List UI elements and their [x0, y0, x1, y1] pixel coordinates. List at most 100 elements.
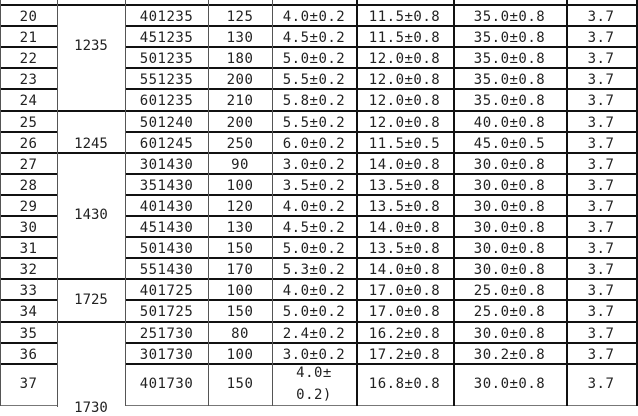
row-number-cell: 27 — [19, 156, 38, 173]
capacity-cell: 210 — [226, 93, 254, 110]
row-divider — [0, 172, 57, 175]
thickness-cell: 3.5±0.2 — [282, 177, 346, 194]
row-divider — [0, 257, 57, 260]
voltage-cell: 3.7 — [587, 198, 615, 215]
model-cell: 501240 — [139, 114, 194, 131]
row-number-cell: 30 — [19, 220, 38, 237]
row-divider — [0, 236, 57, 239]
model-cell: 401430 — [139, 198, 194, 215]
group-1235: 1235 — [74, 38, 108, 54]
voltage-cell: 3.7 — [587, 304, 615, 321]
width-cell: 11.5±0.8 — [368, 9, 441, 26]
thickness-cell: 2.4±0.2 — [282, 325, 346, 342]
thickness-cell: 5.0±0.2 — [282, 304, 346, 321]
row-divider — [125, 215, 636, 217]
row-divider — [0, 299, 57, 302]
thickness-cell: 5.0±0.2 — [282, 51, 346, 68]
row-number-cell: 23 — [19, 72, 38, 89]
row-divider — [125, 46, 636, 49]
width-cell: 16.2±0.8 — [368, 325, 441, 342]
row-divider — [125, 4, 636, 6]
length-cell: 30.0±0.8 — [473, 376, 546, 393]
capacity-cell: 80 — [231, 325, 249, 342]
column-divider — [453, 0, 455, 406]
column-divider — [356, 0, 358, 406]
width-cell: 13.5±0.8 — [368, 198, 441, 215]
model-cell: 251730 — [139, 325, 194, 342]
row-number-cell: 33 — [19, 283, 38, 300]
group-1430: 1430 — [74, 207, 108, 223]
row-number-cell: 21 — [19, 30, 38, 47]
thickness-cell: 5.0±0.2 — [282, 241, 346, 258]
row-number-cell: 34 — [19, 304, 38, 321]
group-divider — [57, 151, 125, 154]
voltage-cell: 3.7 — [587, 9, 615, 26]
capacity-cell: 100 — [226, 346, 254, 363]
voltage-cell: 3.7 — [587, 135, 615, 152]
thickness-cell: 4.0± 0.2) — [272, 364, 356, 406]
model-cell: 401235 — [139, 9, 194, 26]
model-cell: 501725 — [139, 304, 194, 321]
row-divider — [125, 151, 636, 154]
row-divider — [0, 88, 57, 91]
row-divider — [0, 67, 57, 70]
row-divider — [0, 46, 57, 49]
length-cell: 30.0±0.8 — [473, 325, 546, 342]
thickness-cell: 5.5±0.2 — [282, 72, 346, 89]
thickness-line-1: 4.0± — [296, 365, 332, 382]
column-divider — [636, 0, 638, 406]
length-cell: 30.0±0.8 — [473, 262, 546, 279]
capacity-cell: 150 — [226, 376, 254, 393]
voltage-cell: 3.7 — [587, 220, 615, 237]
row-divider — [0, 151, 57, 154]
thickness-cell: 4.0±0.2 — [282, 283, 346, 300]
width-cell: 14.0±0.8 — [368, 156, 441, 173]
width-cell: 14.0±0.8 — [368, 262, 441, 279]
model-cell: 551430 — [139, 262, 194, 279]
row-divider — [0, 278, 57, 281]
group-1245: 1245 — [74, 136, 108, 152]
capacity-cell: 100 — [226, 283, 254, 300]
row-number-cell: 28 — [19, 177, 38, 194]
row-divider — [125, 341, 636, 344]
capacity-cell: 150 — [226, 241, 254, 258]
row-number-cell: 35 — [19, 325, 38, 342]
row-number-cell: 29 — [19, 198, 38, 215]
column-divider — [566, 0, 568, 406]
width-cell: 13.5±0.8 — [368, 177, 441, 194]
group-1730: 1730 — [74, 400, 108, 416]
model-cell: 351430 — [139, 177, 194, 194]
model-cell: 451430 — [139, 220, 194, 237]
capacity-cell: 200 — [226, 114, 254, 131]
width-cell: 17.2±0.8 — [368, 346, 441, 363]
row-divider — [0, 362, 57, 365]
width-cell: 12.0±0.8 — [368, 114, 441, 131]
model-cell: 501430 — [139, 241, 194, 258]
capacity-cell: 120 — [226, 198, 254, 215]
row-number-cell: 26 — [19, 135, 38, 152]
length-cell: 35.0±0.8 — [473, 51, 546, 68]
model-cell: 501235 — [139, 51, 194, 68]
group-divider — [57, 320, 125, 323]
thickness-cell: 6.0±0.2 — [282, 135, 346, 152]
row-divider — [125, 67, 636, 70]
capacity-cell: 250 — [226, 135, 254, 152]
length-cell: 25.0±0.8 — [473, 304, 546, 321]
row-divider — [0, 215, 57, 217]
row-number-cell: 36 — [19, 346, 38, 363]
width-cell: 12.0±0.8 — [368, 72, 441, 89]
model-cell: 601235 — [139, 93, 194, 110]
voltage-cell: 3.7 — [587, 30, 615, 47]
voltage-cell: 3.7 — [587, 51, 615, 68]
voltage-cell: 3.7 — [587, 93, 615, 110]
width-cell: 17.0±0.8 — [368, 283, 441, 300]
row-number-cell: 37 — [19, 376, 38, 393]
width-cell: 12.0±0.8 — [368, 93, 441, 110]
row-divider — [0, 341, 57, 344]
voltage-cell: 3.7 — [587, 177, 615, 194]
width-cell: 12.0±0.8 — [368, 51, 441, 68]
voltage-cell: 3.7 — [587, 262, 615, 279]
length-cell: 30.0±0.8 — [473, 156, 546, 173]
row-divider — [125, 236, 636, 239]
row-divider — [125, 299, 636, 302]
